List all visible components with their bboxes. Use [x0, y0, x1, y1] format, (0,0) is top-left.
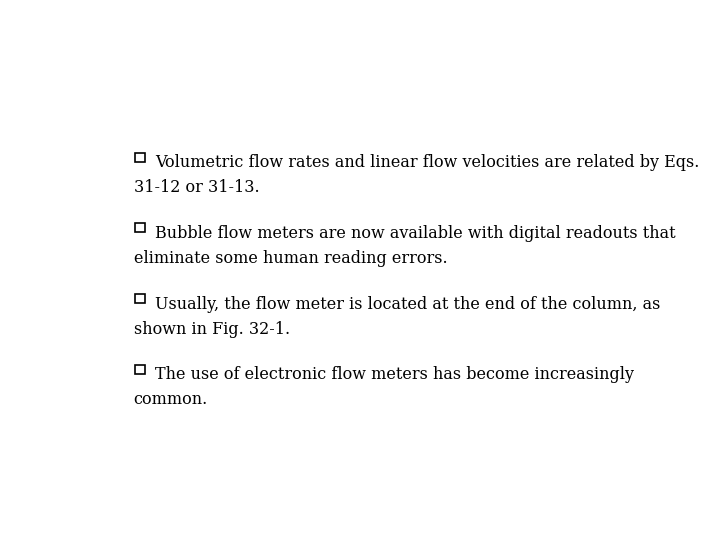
Text: Volumetric flow rates and linear flow velocities are related by Eqs.: Volumetric flow rates and linear flow ve…	[155, 154, 699, 171]
Text: common.: common.	[133, 391, 208, 408]
Text: Usually, the flow meter is located at the end of the column, as: Usually, the flow meter is located at th…	[155, 295, 660, 313]
Text: Bubble flow meters are now available with digital readouts that: Bubble flow meters are now available wit…	[155, 225, 675, 242]
Text: The use of electronic flow meters has become increasingly: The use of electronic flow meters has be…	[155, 366, 634, 383]
Text: 31-12 or 31-13.: 31-12 or 31-13.	[133, 179, 259, 196]
Text: eliminate some human reading errors.: eliminate some human reading errors.	[133, 250, 447, 267]
Text: shown in Fig. 32-1.: shown in Fig. 32-1.	[133, 321, 289, 338]
